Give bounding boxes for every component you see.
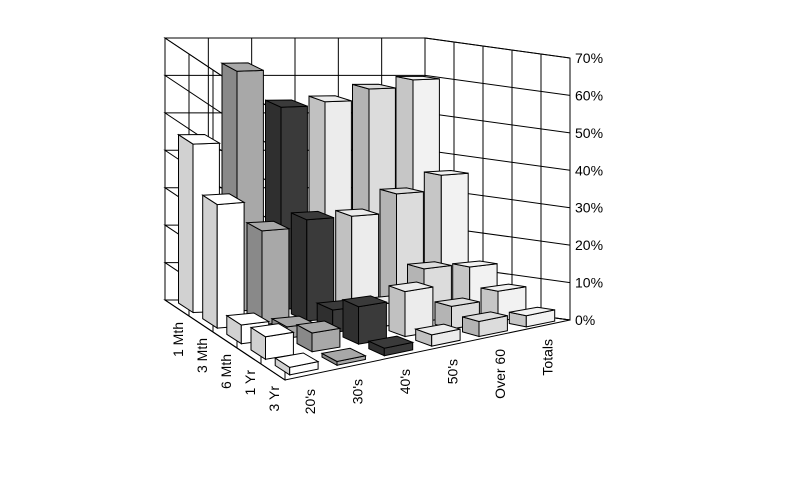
depth-label: 3 Mth	[194, 338, 210, 373]
y-tick-label: 60%	[575, 87, 603, 103]
bar-top	[201, 193, 246, 206]
bar-shade	[435, 301, 452, 329]
bar	[201, 193, 246, 330]
bar-shade	[389, 285, 405, 337]
bar	[462, 311, 508, 338]
bar	[335, 208, 380, 319]
bar-top	[379, 187, 424, 195]
depth-label: 3 Yr	[266, 386, 282, 412]
bar-top	[388, 281, 434, 293]
bar-top	[341, 295, 389, 308]
x-label: Over 60	[492, 349, 508, 399]
y-tick-label: 40%	[575, 162, 603, 178]
bar-top	[249, 323, 295, 338]
bar	[367, 335, 415, 357]
y-tick-label: 70%	[575, 50, 603, 66]
bar-shade	[368, 341, 385, 356]
bar-front	[261, 228, 290, 326]
bar-top	[320, 347, 367, 363]
bar-shade	[226, 315, 242, 344]
bar-top	[335, 208, 379, 217]
bar-shade	[462, 316, 479, 337]
bar-shade	[247, 222, 262, 325]
bar-shade	[415, 329, 432, 347]
bar-shade	[322, 353, 337, 366]
bar-top	[509, 306, 555, 317]
bar-top	[407, 261, 452, 270]
bar-top	[395, 75, 440, 81]
bar-top	[220, 62, 264, 72]
bar-top	[265, 99, 308, 108]
y-tick-label: 0%	[575, 312, 595, 328]
y-tick-label: 20%	[575, 237, 603, 253]
depth-label: 1 Mth	[170, 322, 186, 357]
bar-shade	[509, 312, 527, 327]
x-label: 30's	[349, 379, 365, 404]
x-label: 40's	[397, 369, 413, 394]
y-tick-label: 50%	[575, 125, 603, 141]
bar-shade	[202, 195, 218, 329]
bar-top	[176, 133, 222, 145]
bar-top	[424, 169, 469, 176]
bar-shade	[297, 324, 312, 352]
y-tick-label: 10%	[575, 275, 603, 291]
depth-label: 6 Mth	[218, 354, 234, 389]
bar-top	[295, 320, 342, 334]
bar	[341, 295, 389, 345]
bar-shade	[335, 210, 352, 318]
bar-top	[452, 260, 498, 268]
x-label: Totals	[539, 339, 555, 376]
depth-label: 1 Yr	[242, 370, 258, 396]
bar-top	[434, 297, 480, 307]
x-label: 20's	[302, 389, 318, 414]
bar	[295, 320, 342, 353]
bar-top	[308, 95, 352, 103]
bar-shade	[291, 212, 307, 321]
bar	[508, 306, 556, 328]
bar-top	[225, 312, 271, 326]
bar-front	[358, 301, 387, 345]
bar	[245, 220, 291, 326]
bar-shade	[275, 358, 290, 375]
bar-shade	[251, 327, 266, 360]
y-tick-label: 30%	[575, 200, 603, 216]
bar	[249, 323, 295, 361]
bar-shade	[343, 299, 359, 345]
bar-top	[291, 210, 334, 221]
bar-top	[480, 283, 526, 292]
bar-front	[216, 201, 245, 329]
bar-top	[273, 352, 320, 368]
bar-top	[462, 311, 508, 323]
bar-top	[352, 83, 396, 90]
bar	[290, 210, 335, 322]
bar-top	[245, 220, 291, 232]
bar-shade	[380, 189, 397, 314]
bar-top	[413, 323, 461, 336]
bar	[320, 347, 367, 367]
bar-shade	[178, 134, 193, 313]
bar-top	[367, 335, 415, 349]
bar	[413, 323, 461, 347]
x-label: 50's	[444, 359, 460, 384]
bar	[273, 352, 320, 376]
